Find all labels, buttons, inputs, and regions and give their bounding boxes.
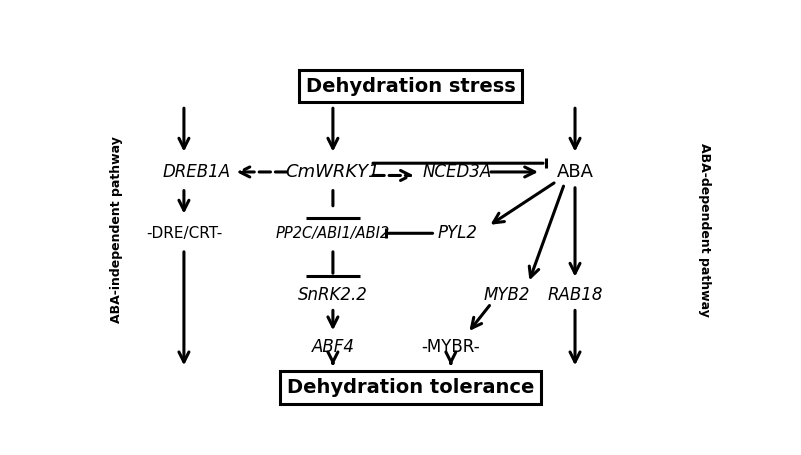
Text: MYB2: MYB2 — [484, 286, 530, 303]
Text: NCED3A: NCED3A — [422, 163, 492, 181]
Text: -DRE/CRT-: -DRE/CRT- — [146, 226, 222, 241]
Text: SnRK2.2: SnRK2.2 — [298, 286, 368, 303]
Text: ABA: ABA — [557, 163, 594, 181]
Text: RAB18: RAB18 — [547, 286, 603, 303]
Text: DREB1A: DREB1A — [163, 163, 231, 181]
Text: CmWRKY1: CmWRKY1 — [286, 163, 380, 181]
Text: Dehydration tolerance: Dehydration tolerance — [287, 378, 534, 397]
Text: PP2C/ABI1/ABI2: PP2C/ABI1/ABI2 — [276, 226, 390, 241]
Text: -MYBR-: -MYBR- — [421, 338, 480, 356]
Text: ABF4: ABF4 — [312, 338, 354, 356]
Text: ABA-dependent pathway: ABA-dependent pathway — [698, 143, 710, 317]
Text: Dehydration stress: Dehydration stress — [306, 76, 515, 96]
Text: PYL2: PYL2 — [437, 224, 477, 242]
Text: ABA-independent pathway: ABA-independent pathway — [111, 136, 123, 323]
